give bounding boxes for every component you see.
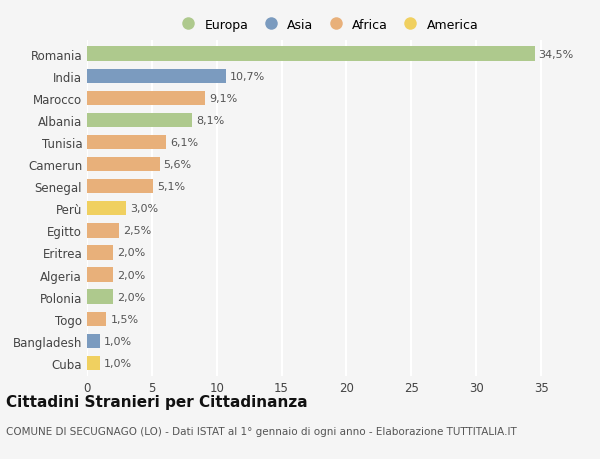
Bar — [87, 202, 126, 216]
Bar — [87, 290, 113, 304]
Bar — [87, 334, 100, 348]
Text: 2,5%: 2,5% — [124, 226, 152, 236]
Text: 2,0%: 2,0% — [117, 270, 145, 280]
Bar — [87, 69, 226, 84]
Bar — [87, 268, 113, 282]
Bar — [87, 356, 100, 370]
Text: Cittadini Stranieri per Cittadinanza: Cittadini Stranieri per Cittadinanza — [6, 394, 308, 409]
Bar — [87, 91, 205, 106]
Bar — [87, 312, 106, 326]
Text: 9,1%: 9,1% — [209, 94, 237, 104]
Text: 34,5%: 34,5% — [538, 50, 574, 60]
Bar — [87, 157, 160, 172]
Text: 2,0%: 2,0% — [117, 248, 145, 258]
Text: 1,0%: 1,0% — [104, 336, 132, 346]
Text: 5,1%: 5,1% — [157, 182, 185, 192]
Text: 6,1%: 6,1% — [170, 138, 198, 148]
Text: 8,1%: 8,1% — [196, 116, 224, 126]
Text: 2,0%: 2,0% — [117, 292, 145, 302]
Bar — [87, 224, 119, 238]
Text: 3,0%: 3,0% — [130, 204, 158, 214]
Text: 10,7%: 10,7% — [230, 72, 265, 82]
Text: 1,5%: 1,5% — [110, 314, 139, 324]
Bar — [87, 179, 153, 194]
Text: COMUNE DI SECUGNAGO (LO) - Dati ISTAT al 1° gennaio di ogni anno - Elaborazione : COMUNE DI SECUGNAGO (LO) - Dati ISTAT al… — [6, 426, 517, 436]
Text: 5,6%: 5,6% — [164, 160, 191, 170]
Text: 1,0%: 1,0% — [104, 358, 132, 368]
Bar — [87, 113, 192, 128]
Legend: Europa, Asia, Africa, America: Europa, Asia, Africa, America — [176, 19, 478, 32]
Bar — [87, 135, 166, 150]
Bar — [87, 246, 113, 260]
Bar — [87, 47, 535, 62]
